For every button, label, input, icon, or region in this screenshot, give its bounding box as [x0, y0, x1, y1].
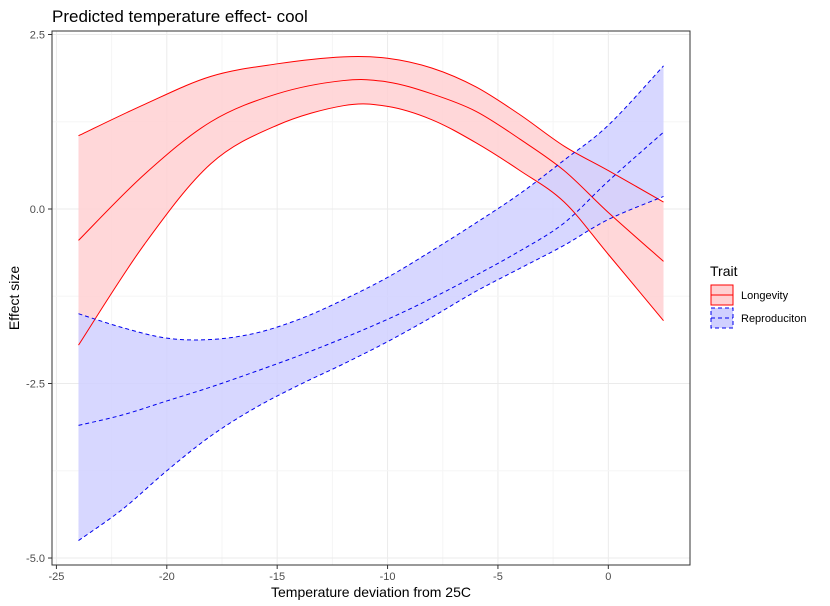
band-reproduciton — [78, 65, 664, 541]
x-tick-label: 0 — [605, 571, 611, 583]
series-lines — [78, 55, 664, 541]
line-longevity-lower — [78, 103, 664, 346]
panel-border — [51, 30, 691, 566]
y-axis-label: Effect size — [6, 266, 22, 331]
y-tick-label: 0.0 — [30, 204, 45, 216]
x-tick-label: -20 — [159, 571, 175, 583]
y-tick-label: -5.0 — [26, 553, 45, 565]
x-tick-label: -25 — [48, 571, 64, 583]
x-tick-label: -5 — [493, 571, 503, 583]
x-axis-ticks: -25 -20 -15 -10 -5 0 — [48, 565, 611, 583]
y-tick-label: 2.5 — [30, 29, 45, 41]
x-axis-label: Temperature deviation from 25C — [271, 584, 471, 600]
chart-title: Predicted temperature effect- cool — [52, 7, 308, 26]
legend-label-longevity: Longevity — [741, 290, 789, 302]
legend: Trait Longevity Reproduciton — [710, 263, 806, 329]
confidence-bands — [78, 56, 664, 541]
line-longevity-upper — [78, 55, 664, 203]
legend-label-reproduciton: Reproduciton — [741, 313, 806, 325]
y-axis-ticks: -5.0 -2.5 0.0 2.5 — [26, 29, 52, 565]
line-longevity-fit — [78, 79, 664, 262]
line-reproduciton-lower — [78, 195, 664, 541]
legend-title: Trait — [710, 263, 738, 279]
line-reproduciton-fit — [78, 131, 664, 426]
y-tick-label: -2.5 — [26, 379, 45, 391]
x-tick-label: -15 — [269, 571, 285, 583]
gridlines — [52, 31, 690, 565]
band-longevity — [78, 56, 664, 346]
x-tick-label: -10 — [380, 571, 396, 583]
